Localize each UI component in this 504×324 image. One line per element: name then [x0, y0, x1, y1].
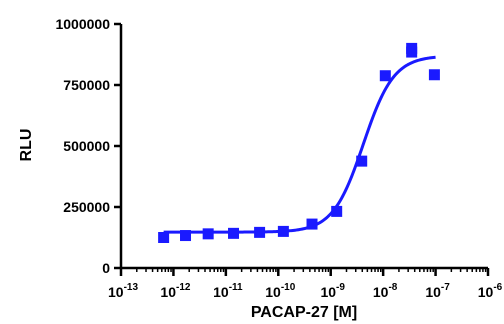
data-point: [180, 230, 192, 242]
data-point: [277, 225, 289, 237]
data-point: [202, 228, 214, 240]
x-tick-label: 10-13: [108, 282, 138, 300]
data-point: [356, 155, 368, 167]
x-tick-label: 10-12: [160, 282, 190, 300]
data-point: [306, 218, 318, 230]
fit-curve-layer: [163, 55, 436, 234]
data-point: [406, 42, 418, 54]
data-point: [428, 69, 440, 81]
data-point: [331, 205, 343, 217]
x-axis: 10-13 10-12 10-11 10-10 10-9 10-8 10-7 10-6: [108, 266, 503, 300]
data-point: [158, 232, 170, 243]
fit-curve: [163, 55, 436, 234]
data-point: [228, 227, 240, 239]
data-points-layer: [158, 42, 440, 243]
y-axis: 0 250000 500000 750000 1000000: [55, 16, 123, 276]
y-axis-title: RLU: [18, 129, 35, 162]
data-point: [254, 226, 266, 238]
x-axis-title: PACAP-27 [M]: [251, 304, 357, 321]
x-tick-label: 10-11: [213, 282, 243, 300]
data-point: [379, 70, 391, 82]
x-tick-label: 10-7: [425, 282, 450, 300]
y-tick-label: 250000: [63, 199, 110, 215]
y-tick-label: 0: [102, 260, 110, 276]
y-tick-label: 1000000: [55, 16, 110, 32]
x-tick-label: 10-10: [265, 282, 295, 300]
y-tick-label: 500000: [63, 138, 110, 154]
x-tick-label: 10-8: [373, 282, 398, 300]
x-tick-label: 10-6: [478, 282, 503, 300]
y-tick-label: 750000: [63, 77, 110, 93]
x-tick-label: 10-9: [320, 282, 345, 300]
